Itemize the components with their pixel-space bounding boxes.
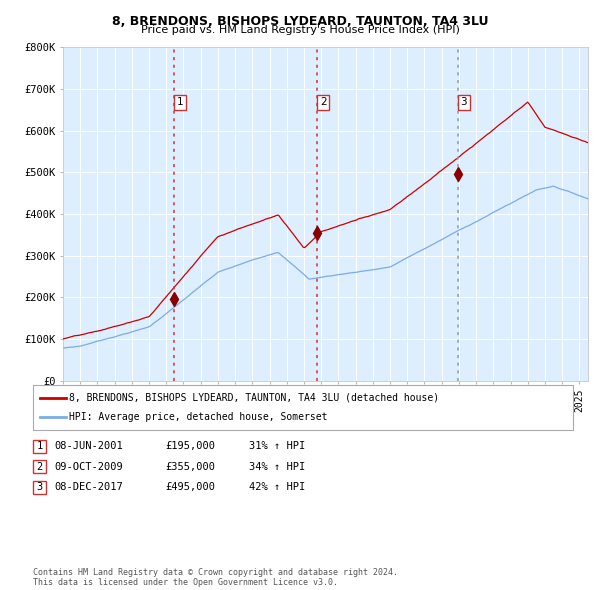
- Text: £495,000: £495,000: [165, 483, 215, 492]
- Text: 31% ↑ HPI: 31% ↑ HPI: [249, 441, 305, 451]
- Text: 1: 1: [176, 97, 183, 107]
- Text: £355,000: £355,000: [165, 462, 215, 471]
- Text: 34% ↑ HPI: 34% ↑ HPI: [249, 462, 305, 471]
- Text: 09-OCT-2009: 09-OCT-2009: [54, 462, 123, 471]
- Text: HPI: Average price, detached house, Somerset: HPI: Average price, detached house, Some…: [69, 412, 328, 422]
- Text: 8, BRENDONS, BISHOPS LYDEARD, TAUNTON, TA4 3LU: 8, BRENDONS, BISHOPS LYDEARD, TAUNTON, T…: [112, 15, 488, 28]
- Text: 1: 1: [37, 441, 43, 451]
- Text: 08-DEC-2017: 08-DEC-2017: [54, 483, 123, 492]
- Text: Price paid vs. HM Land Registry's House Price Index (HPI): Price paid vs. HM Land Registry's House …: [140, 25, 460, 35]
- Text: 2: 2: [37, 462, 43, 471]
- Text: Contains HM Land Registry data © Crown copyright and database right 2024.
This d: Contains HM Land Registry data © Crown c…: [33, 568, 398, 587]
- Text: 2: 2: [320, 97, 326, 107]
- Text: 3: 3: [460, 97, 467, 107]
- Text: 08-JUN-2001: 08-JUN-2001: [54, 441, 123, 451]
- Text: 8, BRENDONS, BISHOPS LYDEARD, TAUNTON, TA4 3LU (detached house): 8, BRENDONS, BISHOPS LYDEARD, TAUNTON, T…: [69, 393, 439, 402]
- Text: 3: 3: [37, 483, 43, 492]
- Text: £195,000: £195,000: [165, 441, 215, 451]
- Text: 42% ↑ HPI: 42% ↑ HPI: [249, 483, 305, 492]
